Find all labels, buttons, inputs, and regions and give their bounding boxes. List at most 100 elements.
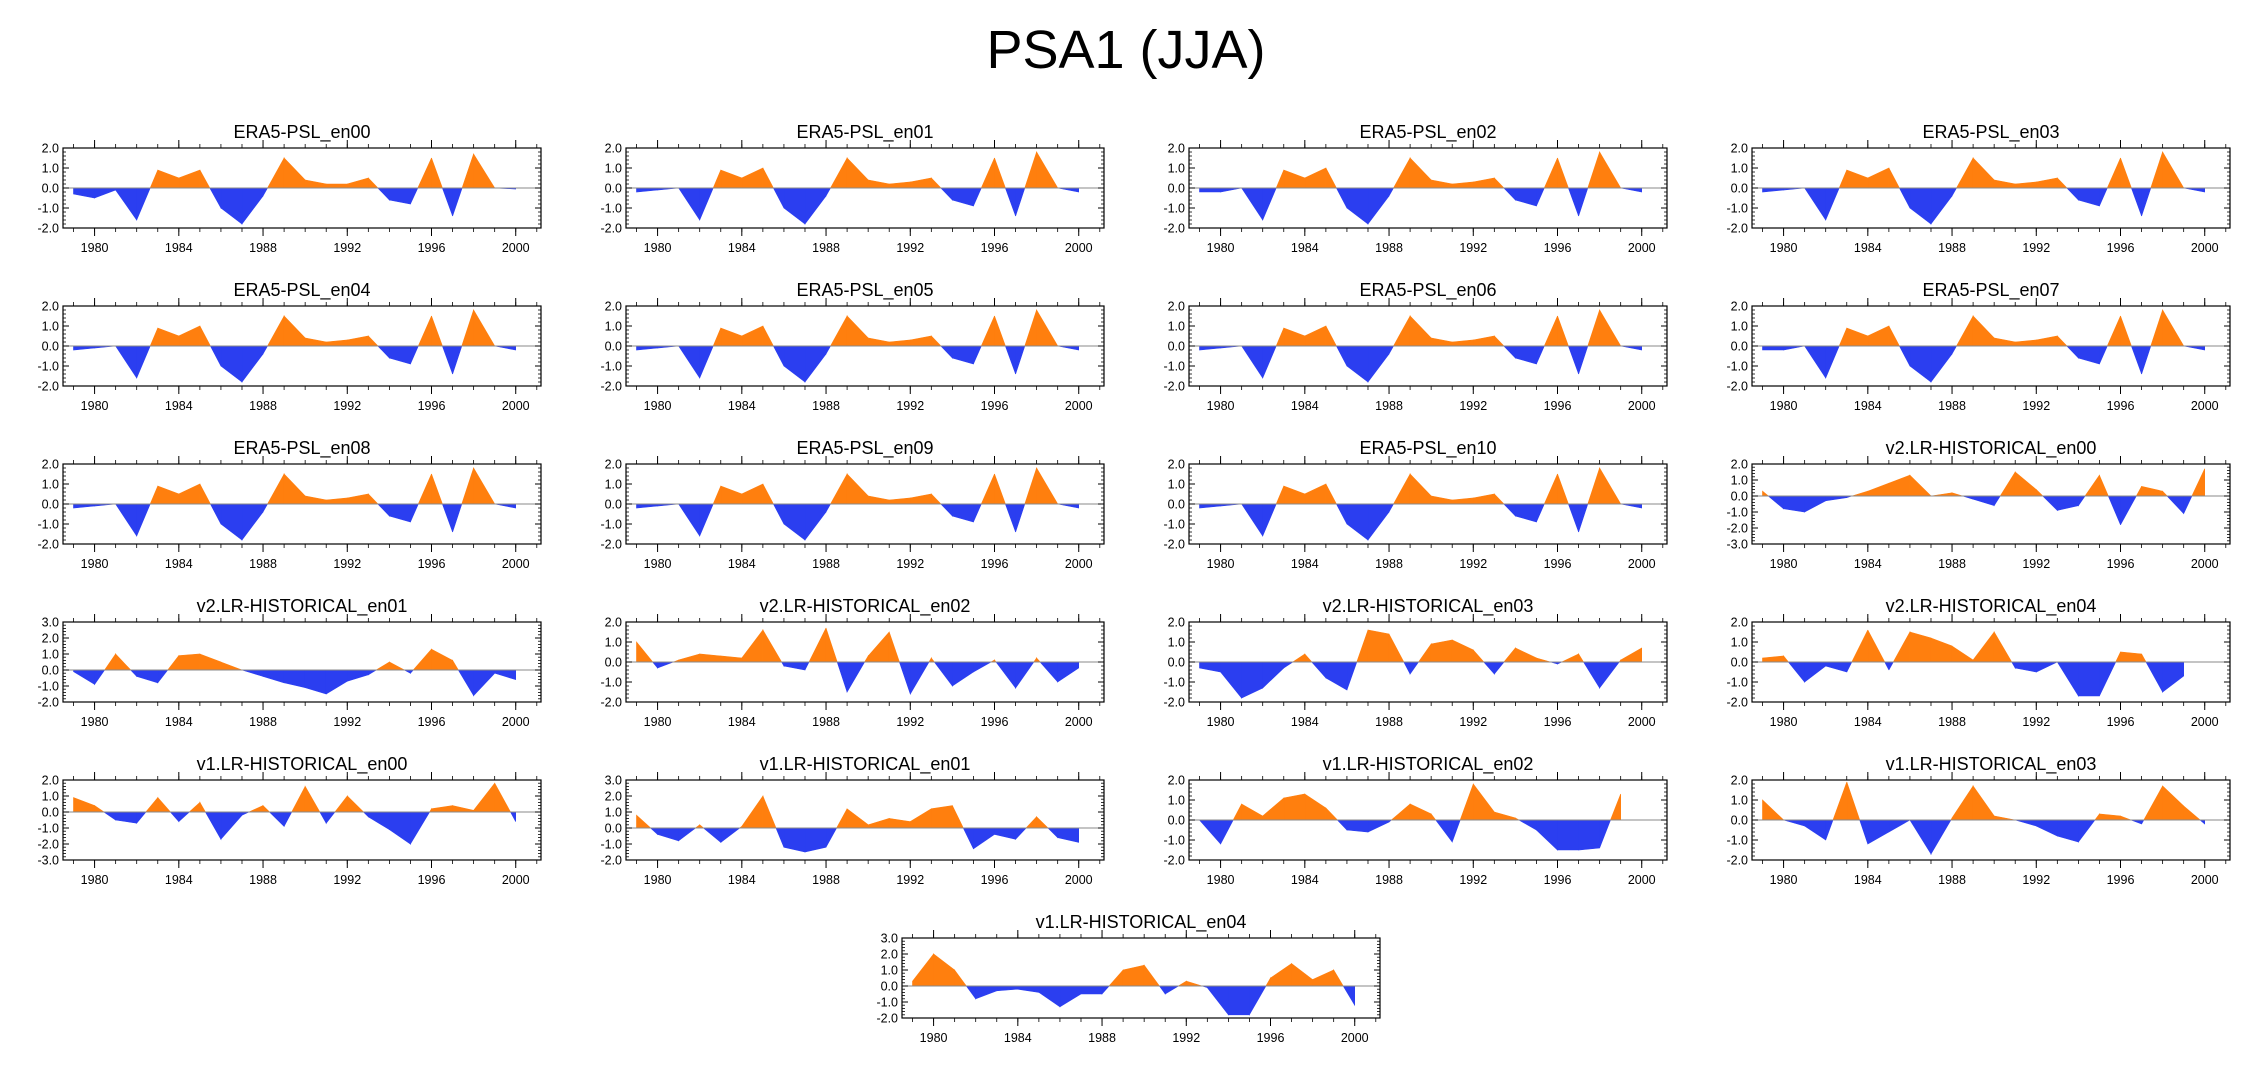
- x-tick-label: 1988: [249, 873, 277, 887]
- panel-ERA5-PSL_en06: ERA5-PSL_en06 2.0 1.0 0.0 -1.0 -2.0 1980 1984 19…: [1163, 280, 1668, 413]
- y-tick-label: 0.0: [42, 806, 59, 820]
- x-tick-label: 1988: [1938, 557, 1966, 571]
- negative-area: [1767, 495, 1784, 510]
- positive-area: [846, 473, 869, 505]
- positive-area: [346, 177, 369, 189]
- negative-area: [494, 345, 517, 351]
- positive-area: [1851, 629, 1869, 663]
- positive-area: [220, 661, 243, 671]
- positive-area: [1494, 177, 1505, 189]
- x-tick-label: 2000: [502, 241, 530, 255]
- positive-area: [829, 156, 848, 189]
- panel-v2.LR-HISTORICAL_en04: v2.LR-HISTORICAL_en04 2.0 1.0 0.0 -1.0 -2.0 19…: [1726, 596, 2231, 729]
- positive-area: [1283, 793, 1306, 821]
- negative-area: [2141, 819, 2145, 825]
- negative-area: [2056, 661, 2079, 698]
- y-tick-label: 2.0: [605, 300, 622, 314]
- x-tick-label: 1988: [1088, 1031, 1116, 1045]
- positive-area: [1024, 151, 1037, 189]
- positive-area: [930, 177, 942, 189]
- negative-area: [2014, 661, 2037, 673]
- positive-area: [1993, 179, 2016, 189]
- x-tick-label: 1980: [644, 241, 672, 255]
- positive-area: [1143, 964, 1160, 987]
- panel-title: v1.LR-HISTORICAL_en01: [760, 754, 971, 775]
- negative-area: [804, 503, 827, 541]
- positive-area: [1473, 493, 1495, 505]
- negative-area: [952, 187, 974, 207]
- negative-area: [1059, 985, 1082, 1008]
- y-tick-label: -1.0: [876, 996, 898, 1010]
- negative-area: [94, 669, 106, 686]
- plot-frame: [901, 937, 1381, 1019]
- y-tick-label: 0.0: [1731, 490, 1748, 504]
- negative-area: [1080, 985, 1103, 995]
- negative-area: [1620, 503, 1642, 509]
- positive-area: [2120, 157, 2132, 189]
- negative-area: [783, 503, 806, 541]
- y-tick-label: 2.0: [42, 774, 59, 788]
- x-tick-label: 1992: [1459, 715, 1487, 729]
- positive-area: [1409, 157, 1432, 189]
- y-tick-label: 0.0: [42, 340, 59, 354]
- negative-area: [2078, 495, 2086, 507]
- x-tick-label: 1992: [333, 715, 361, 729]
- negative-area: [1825, 345, 1840, 379]
- negative-area: [1346, 661, 1358, 691]
- x-tick-label: 1996: [1257, 1031, 1285, 1045]
- negative-area: [973, 827, 995, 850]
- panel-title: ERA5-PSL_en00: [233, 122, 370, 143]
- y-tick-label: 0.0: [1168, 656, 1185, 670]
- negative-area: [1930, 187, 1953, 225]
- positive-area: [199, 325, 211, 347]
- positive-area: [1557, 473, 1569, 505]
- negative-area: [1241, 187, 1263, 221]
- y-tick-label: 1.0: [1168, 636, 1185, 650]
- x-tick-label: 1988: [812, 241, 840, 255]
- y-tick-label: 2.0: [1731, 774, 1748, 788]
- y-tick-label: 2.0: [42, 142, 59, 156]
- negative-area: [1536, 819, 1558, 851]
- positive-area: [888, 181, 911, 189]
- negative-area: [1888, 661, 1894, 671]
- y-tick-label: -1.0: [600, 518, 622, 532]
- positive-area: [2099, 813, 2121, 821]
- positive-area: [1325, 483, 1337, 505]
- positive-area: [1851, 490, 1869, 497]
- negative-area: [389, 811, 411, 845]
- x-tick-label: 1980: [81, 715, 109, 729]
- x-tick-label: 1980: [644, 399, 672, 413]
- positive-area: [1108, 969, 1124, 987]
- negative-area: [2199, 819, 2205, 825]
- positive-area: [1955, 156, 1974, 189]
- y-tick-label: -1.0: [37, 360, 59, 374]
- positive-area: [888, 631, 900, 663]
- negative-area: [2066, 345, 2079, 359]
- positive-area: [1587, 151, 1600, 189]
- negative-area: [2078, 819, 2096, 843]
- y-tick-label: -1.0: [37, 680, 59, 694]
- positive-area: [452, 805, 474, 813]
- positive-area: [1515, 647, 1537, 663]
- y-tick-label: -2.0: [1163, 380, 1185, 394]
- positive-area: [1888, 474, 1911, 497]
- negative-area: [2120, 495, 2137, 525]
- positive-area: [1838, 327, 1848, 347]
- negative-area: [1825, 819, 1834, 841]
- y-tick-label: 0.0: [1168, 498, 1185, 512]
- positive-area: [266, 314, 285, 347]
- positive-area: [1503, 647, 1516, 663]
- negative-area: [102, 811, 116, 821]
- positive-area: [1599, 466, 1622, 505]
- negative-area: [1762, 187, 1784, 193]
- negative-area: [678, 503, 701, 537]
- positive-area: [304, 785, 321, 813]
- positive-area: [888, 339, 911, 347]
- negative-area: [1017, 985, 1040, 993]
- y-tick-label: -1.0: [1163, 202, 1185, 216]
- y-tick-label: 1.0: [1168, 478, 1185, 492]
- positive-area: [199, 801, 206, 813]
- positive-area: [325, 497, 348, 505]
- x-tick-label: 1988: [1375, 873, 1403, 887]
- y-tick-label: -3.0: [37, 854, 59, 868]
